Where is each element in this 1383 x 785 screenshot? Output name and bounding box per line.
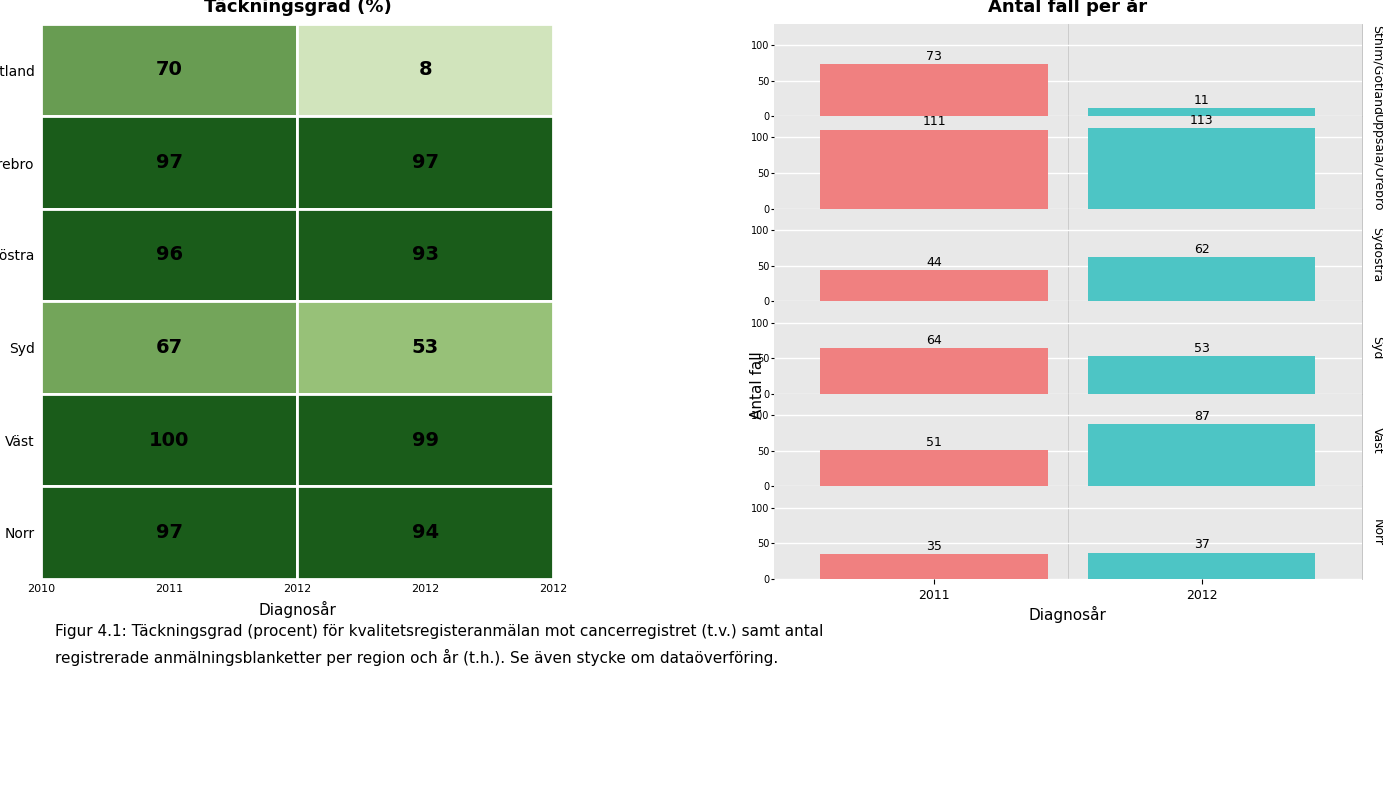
Text: 62: 62 — [1194, 243, 1210, 256]
Text: Figur 4.1: Täckningsgrad (procent) för kvalitetsregisteranmälan mot cancerregist: Figur 4.1: Täckningsgrad (procent) för k… — [55, 624, 823, 666]
Text: 37: 37 — [1194, 539, 1210, 551]
Y-axis label: Sydöstra: Sydöstra — [1371, 228, 1383, 283]
Bar — [41, 209, 297, 301]
Text: 51: 51 — [927, 436, 942, 449]
Bar — [820, 450, 1048, 487]
Bar — [820, 64, 1048, 116]
Y-axis label: Sthlm/Gotland: Sthlm/Gotland — [1371, 25, 1383, 115]
Text: 67: 67 — [156, 338, 183, 357]
Bar — [41, 487, 297, 579]
Text: 97: 97 — [156, 153, 183, 172]
Bar — [820, 130, 1048, 209]
X-axis label: Diagnosår: Diagnosår — [259, 601, 336, 618]
Bar — [1088, 108, 1315, 116]
Bar — [1088, 356, 1315, 394]
Text: 113: 113 — [1189, 114, 1213, 127]
Bar — [297, 394, 553, 487]
Bar — [41, 301, 297, 394]
Text: 97: 97 — [156, 524, 183, 542]
Bar — [1088, 553, 1315, 579]
Bar — [820, 554, 1048, 579]
Bar — [1088, 425, 1315, 487]
Text: 70: 70 — [156, 60, 183, 79]
Bar — [820, 349, 1048, 394]
Text: 96: 96 — [156, 246, 183, 265]
Title: Antal fall per år: Antal fall per år — [989, 0, 1148, 16]
Bar — [297, 116, 553, 209]
Bar — [820, 270, 1048, 301]
Text: Antal fall: Antal fall — [751, 351, 765, 418]
Text: 11: 11 — [1194, 94, 1210, 107]
Text: 35: 35 — [927, 539, 942, 553]
Text: 53: 53 — [412, 338, 438, 357]
Bar — [41, 116, 297, 209]
Text: 64: 64 — [927, 334, 942, 347]
X-axis label: Diagnosår: Diagnosår — [1029, 606, 1106, 623]
Text: 100: 100 — [149, 431, 189, 450]
Text: 111: 111 — [922, 115, 946, 128]
Bar — [41, 24, 297, 116]
Bar — [297, 487, 553, 579]
Text: 99: 99 — [412, 431, 438, 450]
Text: 87: 87 — [1194, 410, 1210, 423]
Text: 94: 94 — [412, 524, 438, 542]
Y-axis label: Uppsala/Örebro: Uppsala/Örebro — [1371, 114, 1383, 211]
Bar — [297, 209, 553, 301]
Bar — [1088, 128, 1315, 209]
Text: 8: 8 — [419, 60, 433, 79]
Text: 97: 97 — [412, 153, 438, 172]
Y-axis label: Väst: Väst — [1371, 427, 1383, 454]
Title: Täckningsgrad (%): Täckningsgrad (%) — [203, 0, 391, 16]
Y-axis label: Syd: Syd — [1371, 336, 1383, 360]
Y-axis label: Norr: Norr — [1371, 519, 1383, 546]
Text: 53: 53 — [1194, 341, 1210, 355]
Bar — [1088, 257, 1315, 301]
Text: 44: 44 — [927, 256, 942, 268]
Bar — [297, 24, 553, 116]
Text: 93: 93 — [412, 246, 438, 265]
Text: 73: 73 — [927, 49, 942, 63]
Bar — [41, 394, 297, 487]
Bar — [297, 301, 553, 394]
